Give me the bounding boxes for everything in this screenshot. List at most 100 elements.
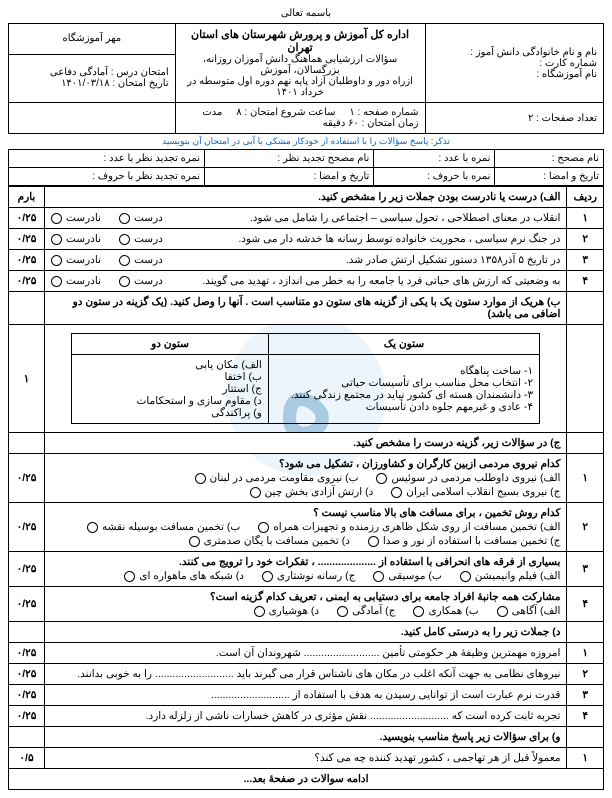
circle-icon <box>51 234 62 245</box>
true-option[interactable]: درست <box>119 233 163 245</box>
true-option[interactable]: درست <box>119 275 163 287</box>
q-number: ۴ <box>567 271 604 292</box>
circle-icon <box>119 234 130 245</box>
false-option[interactable]: نادرست <box>51 212 101 224</box>
circle-icon <box>51 213 62 224</box>
subject-label: امتحان درس : آمادگی دفاعی <box>15 67 169 78</box>
match-left-item: ۱- ساخت پناهگاه <box>275 365 533 377</box>
false-option[interactable]: نادرست <box>51 275 101 287</box>
tf-question-text: در جنگ نرم سیاسی ، محوریت خانواده توسط ر… <box>171 233 561 245</box>
q-number: ۲ <box>567 229 604 250</box>
mc-stem: کدام روش تخمین ، برای مسافت های بالا منا… <box>51 507 560 519</box>
false-option[interactable]: نادرست <box>51 233 101 245</box>
circle-icon <box>119 213 130 224</box>
mc-option[interactable]: ج) رسانه نوشتاری <box>262 570 356 582</box>
mc-option[interactable]: د) شبکه های ماهواره ای <box>124 570 244 582</box>
mc-stem: بسیاری از فرقه های انحرافی با استفاده از… <box>51 556 560 568</box>
true-option[interactable]: درست <box>119 254 163 266</box>
fill-blank-text: قدرت نرم عبارت است از توانایی رسیدن به ه… <box>45 685 567 706</box>
student-name-label: نام و نام خانوادگی دانش آموز : <box>432 47 598 58</box>
q-number: ۲ <box>567 503 604 552</box>
circle-icon <box>262 571 273 582</box>
circle-icon <box>376 473 387 484</box>
circle-icon <box>254 606 265 617</box>
q-number: ۳ <box>567 250 604 271</box>
q-number: ۱ <box>567 748 604 769</box>
true-option[interactable]: درست <box>119 212 163 224</box>
section-e-title: و) برای سؤالات زیر پاسخ مناسب بنویسید. <box>45 727 567 748</box>
table-row: ۲ کدام روش تخمین ، برای مسافت های بالا م… <box>9 503 604 552</box>
q-score: ۰/۲۵ <box>9 552 45 587</box>
org-title: اداره کل آموزش و پرورش شهرستان های استان… <box>182 28 419 54</box>
mc-option[interactable]: الف) آگاهی <box>497 605 561 617</box>
circle-icon <box>497 606 508 617</box>
circle-icon <box>87 522 98 533</box>
match-right-item: ب) اختفا <box>78 371 261 383</box>
mc-option[interactable]: ج) نیروی بسیج انقلاب اسلامی ایران <box>391 486 560 498</box>
top-basmala: باسمه تعالی <box>8 8 604 19</box>
circle-icon <box>195 473 206 484</box>
mc-option[interactable]: الف) تخمین مسافت از روی شکل ظاهری رزمنده… <box>258 521 560 533</box>
tf-question-text: انقلاب در معنای اصطلاحی ، تحول سیاسی – ا… <box>171 212 561 224</box>
fill-blank-text: امروزه مهمترین وظیفۀ هر حکومتی تأمین ...… <box>45 643 567 664</box>
q-score: ۰/۵ <box>9 748 45 769</box>
matching-table: ستون یک ستون دو ۱- ساخت پناهگاه ۲- انتخا… <box>71 333 540 424</box>
match-left-item: ۲- انتخاب محل مناسب برای تأسیسات حیاتی <box>275 377 533 389</box>
mc-option[interactable]: ب) تخمین مسافت بوسیله نقشه <box>87 521 240 533</box>
tf-question-text: به وضعیتی که ارزش های حیاتی فرد یا جامعه… <box>171 275 561 287</box>
table-row: ۴ به وضعیتی که ارزش های حیاتی فرد یا جام… <box>9 271 604 292</box>
circle-icon <box>250 487 261 498</box>
exam-header-table: نام و نام خانوادگی دانش آموز : شماره کار… <box>8 23 604 134</box>
exam-desc-2: ازراه دور و داوطلبان آزاد پایه نهم دوره … <box>182 76 419 98</box>
q-number: ۴ <box>567 706 604 727</box>
q-score: ۰/۲۵ <box>9 454 45 503</box>
recheck-name: نام مصحح تجدید نظر : <box>204 150 373 168</box>
mc-option[interactable]: ب) همکاری <box>413 605 478 617</box>
table-row: ۴ تجربه ثابت کرده است که ...............… <box>9 706 604 727</box>
q-score: ۰/۲۵ <box>9 643 45 664</box>
circle-icon <box>460 571 471 582</box>
recheck-score-words: نمره تجدید نظر با حروف : <box>9 168 205 186</box>
score-number: نمره با عدد : <box>374 150 495 168</box>
circle-icon <box>51 276 62 287</box>
fill-blank-text: نیروهای نظامی به جهت آنکه اغلب در مکان ه… <box>45 664 567 685</box>
table-row: ۱ کدام نیروی مردمی ازبین کارگران و کشاور… <box>9 454 604 503</box>
false-option[interactable]: نادرست <box>51 254 101 266</box>
circle-icon <box>337 606 348 617</box>
mc-stem: مشارکت همه جانبۀ افراد جامعه برای دستیاب… <box>51 591 560 603</box>
school-name-label: نام آموزشگاه : <box>432 69 598 80</box>
q-number: ۳ <box>567 685 604 706</box>
q-score: ۰/۲۵ <box>9 587 45 622</box>
mc-option[interactable]: د) ارتش آزادی بخش چین <box>250 486 374 498</box>
mc-option[interactable]: الف) فیلم وانیمیشن <box>460 570 561 582</box>
circle-icon <box>189 536 200 547</box>
mc-option[interactable]: ج) آمادگی <box>337 605 395 617</box>
circle-icon <box>368 536 379 547</box>
mc-option[interactable]: ب) نیروی مقاومت مردمی در لبنان <box>195 472 359 484</box>
q-number: ۱ <box>567 643 604 664</box>
match-right-item: ج) استتار <box>78 383 261 395</box>
mc-option[interactable]: الف) نیروی داوطلب مردمی در سوئیس <box>376 472 560 484</box>
mc-option[interactable]: ب) موسیقی <box>373 570 441 582</box>
table-row: ۴ مشارکت همه جانبۀ افراد جامعه برای دستی… <box>9 587 604 622</box>
open-question-text: معمولاً قبل از هر تهاجمی ، کشور تهدید کن… <box>45 748 567 769</box>
q-score: ۰/۲۵ <box>9 685 45 706</box>
page-number: شماره صفحه : ۱ <box>349 107 418 118</box>
col-header-row: ردیف <box>567 187 604 208</box>
q-score: ۰/۲۵ <box>9 271 45 292</box>
school-stamp-label: مهر آموزشگاه <box>9 24 176 55</box>
match-right-item: الف) مکان یابی <box>78 359 261 371</box>
table-row: ۳ بسیاری از فرقه های انحرافی با استفاده … <box>9 552 604 587</box>
fill-blank-text: تجربه ثابت کرده است که .................… <box>45 706 567 727</box>
mc-option[interactable]: د) هوشیاری <box>254 605 320 617</box>
table-row: ۳ در تاریخ ۵ آذر۱۳۵۸ دستور تشکیل ارتش صا… <box>9 250 604 271</box>
section-d-title: د) جملات زیر را به درستی کامل کنید. <box>45 622 567 643</box>
exam-desc-1: سؤالات ارزشیابی هماهنگ دانش آموزان روزان… <box>182 54 419 76</box>
recheck-date: تاریخ و امضا : <box>204 168 373 186</box>
corrector-date: تاریخ و امضا : <box>495 168 604 186</box>
continue-note: ادامه سوالات در صفحۀ بعد... <box>9 769 604 790</box>
blue-instruction: تذکر: پاسخ سؤالات را با استفاده از خودکا… <box>8 134 604 149</box>
q-score: ۱ <box>9 325 45 433</box>
mc-option[interactable]: ج) تخمین مسافت با استفاده از نور و صدا <box>368 535 561 547</box>
mc-option[interactable]: د) تخمین مسافت با یگان صدمتری <box>189 535 350 547</box>
